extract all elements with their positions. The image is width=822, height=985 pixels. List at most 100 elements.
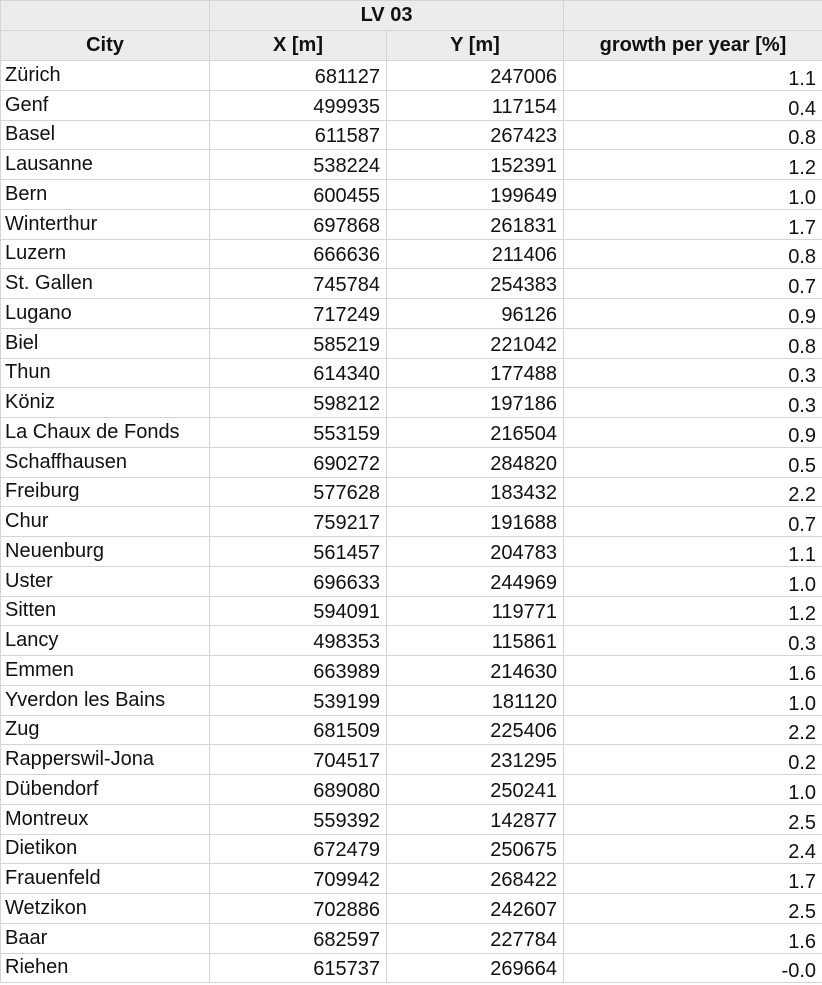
group-header-empty-right[interactable] [563,0,822,31]
cell-y[interactable]: 225406 [386,714,564,746]
column-header-y[interactable]: Y [m] [386,30,564,61]
cell-city[interactable]: Lugano [0,298,210,329]
cell-city[interactable]: Luzern [0,238,210,270]
cell-growth[interactable]: 2.5 [563,893,822,924]
cell-city[interactable]: Wetzikon [0,893,210,924]
cell-y[interactable]: 181120 [386,684,564,716]
cell-city[interactable]: Dietikon [0,833,210,865]
cell-growth[interactable]: 0.8 [563,327,822,359]
cell-x[interactable]: 672479 [209,833,387,865]
cell-y[interactable]: 115861 [386,625,564,656]
cell-city[interactable]: Freiburg [0,476,210,508]
column-header-city[interactable]: City [0,30,210,61]
cell-growth[interactable]: 1.0 [563,565,822,597]
cell-x[interactable]: 704517 [209,744,387,775]
cell-y[interactable]: 250241 [386,774,564,805]
cell-city[interactable]: Basel [0,119,210,151]
cell-x[interactable]: 681127 [209,60,387,91]
cell-growth[interactable]: 0.5 [563,446,822,478]
cell-growth[interactable]: 1.6 [563,922,822,954]
cell-x[interactable]: 759217 [209,506,387,537]
cell-x[interactable]: 553159 [209,417,387,448]
cell-city[interactable]: Frauenfeld [0,863,210,894]
cell-x[interactable]: 696633 [209,565,387,597]
cell-growth[interactable]: 0.3 [563,387,822,418]
cell-y[interactable]: 119771 [386,595,564,627]
cell-x[interactable]: 538224 [209,149,387,180]
cell-y[interactable]: 261831 [386,208,564,240]
cell-y[interactable]: 284820 [386,446,564,478]
cell-city[interactable]: Lausanne [0,149,210,180]
cell-growth[interactable]: 0.3 [563,357,822,389]
cell-growth[interactable]: 1.2 [563,595,822,627]
cell-city[interactable]: Baar [0,922,210,954]
cell-x[interactable]: 559392 [209,803,387,835]
cell-growth[interactable]: 2.2 [563,476,822,508]
cell-growth[interactable]: 2.4 [563,833,822,865]
cell-growth[interactable]: 2.2 [563,714,822,746]
cell-y[interactable]: 142877 [386,803,564,835]
cell-x[interactable]: 498353 [209,625,387,656]
cell-y[interactable]: 231295 [386,744,564,775]
cell-growth[interactable]: -0.0 [563,952,822,984]
cell-city[interactable]: Köniz [0,387,210,418]
cell-y[interactable]: 204783 [386,536,564,567]
cell-x[interactable]: 600455 [209,179,387,210]
cell-y[interactable]: 247006 [386,60,564,91]
cell-city[interactable]: Winterthur [0,208,210,240]
cell-x[interactable]: 614340 [209,357,387,389]
cell-x[interactable]: 499935 [209,89,387,121]
cell-growth[interactable]: 2.5 [563,803,822,835]
cell-growth[interactable]: 1.1 [563,60,822,91]
group-header-lv03[interactable]: LV 03 [209,0,564,31]
cell-x[interactable]: 561457 [209,536,387,567]
cell-growth[interactable]: 0.7 [563,268,822,299]
cell-x[interactable]: 598212 [209,387,387,418]
cell-growth[interactable]: 1.6 [563,655,822,686]
cell-y[interactable]: 214630 [386,655,564,686]
cell-y[interactable]: 211406 [386,238,564,270]
cell-x[interactable]: 585219 [209,327,387,359]
cell-x[interactable]: 539199 [209,684,387,716]
cell-y[interactable]: 199649 [386,179,564,210]
cell-city[interactable]: La Chaux de Fonds [0,417,210,448]
cell-y[interactable]: 269664 [386,952,564,984]
cell-x[interactable]: 611587 [209,119,387,151]
cell-growth[interactable]: 1.1 [563,536,822,567]
cell-city[interactable]: Genf [0,89,210,121]
cell-y[interactable]: 191688 [386,506,564,537]
cell-y[interactable]: 268422 [386,863,564,894]
cell-x[interactable]: 745784 [209,268,387,299]
group-header-empty-left[interactable] [0,0,210,31]
cell-y[interactable]: 197186 [386,387,564,418]
cell-growth[interactable]: 1.7 [563,863,822,894]
cell-y[interactable]: 152391 [386,149,564,180]
cell-x[interactable]: 717249 [209,298,387,329]
cell-x[interactable]: 615737 [209,952,387,984]
cell-growth[interactable]: 0.4 [563,89,822,121]
cell-y[interactable]: 177488 [386,357,564,389]
cell-x[interactable]: 681509 [209,714,387,746]
cell-city[interactable]: Rapperswil-Jona [0,744,210,775]
cell-y[interactable]: 96126 [386,298,564,329]
cell-y[interactable]: 216504 [386,417,564,448]
cell-y[interactable]: 242607 [386,893,564,924]
cell-growth[interactable]: 1.0 [563,774,822,805]
cell-growth[interactable]: 0.9 [563,417,822,448]
cell-y[interactable]: 244969 [386,565,564,597]
cell-city[interactable]: Biel [0,327,210,359]
cell-growth[interactable]: 0.8 [563,238,822,270]
cell-city[interactable]: St. Gallen [0,268,210,299]
cell-growth[interactable]: 0.3 [563,625,822,656]
cell-city[interactable]: Dübendorf [0,774,210,805]
cell-growth[interactable]: 0.7 [563,506,822,537]
cell-x[interactable]: 697868 [209,208,387,240]
cell-x[interactable]: 702886 [209,893,387,924]
cell-city[interactable]: Yverdon les Bains [0,684,210,716]
cell-x[interactable]: 689080 [209,774,387,805]
cell-x[interactable]: 666636 [209,238,387,270]
cell-city[interactable]: Zug [0,714,210,746]
cell-growth[interactable]: 0.2 [563,744,822,775]
cell-x[interactable]: 682597 [209,922,387,954]
cell-city[interactable]: Chur [0,506,210,537]
